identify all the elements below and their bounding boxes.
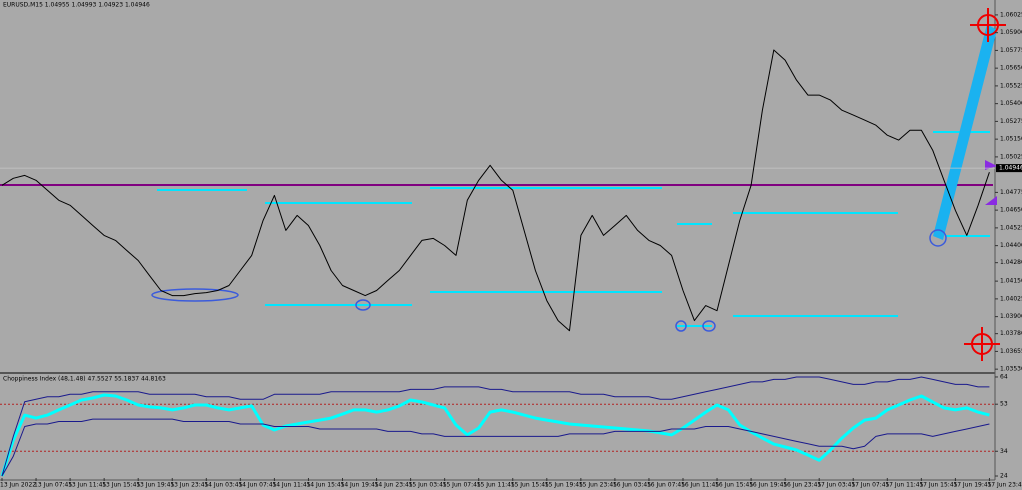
- indicator-title: Choppiness Index (48,1.48) 47.5527 55.18…: [3, 376, 166, 383]
- x-tick-label: 17 Jun 03:45: [817, 482, 855, 489]
- x-tick-label: 17 Jun 15:45: [919, 482, 957, 489]
- y-tick-label: 1.04025: [1000, 295, 1022, 302]
- x-tick-label: 17 Jun 11:45: [885, 482, 923, 489]
- series-line: [0, 393, 990, 477]
- x-tick-label: 16 Jun 19:45: [749, 482, 787, 489]
- y-tick-label: 1.05275: [1000, 118, 1022, 125]
- drawings: [0, 24, 997, 327]
- x-tick-label: 15 Jun 07:45: [443, 482, 481, 489]
- x-tick-label: 13 Jun 07:45: [34, 482, 72, 489]
- y-tick-label: 1.05525: [1000, 82, 1022, 89]
- ellipse: [929, 229, 947, 247]
- y-tick-label: 1.05775: [1000, 47, 1022, 54]
- arrow: [933, 24, 997, 240]
- targets: [964, 8, 1006, 361]
- y-tick-label: 1.04280: [1000, 259, 1022, 266]
- x-tick-label: 16 Jun 11:45: [681, 482, 719, 489]
- x-tick-label: 14 Jun 07:45: [238, 482, 276, 489]
- series-line: [1, 376, 990, 477]
- x-tick-label: 17 Jun 07:45: [851, 482, 889, 489]
- y-tick-label: 1.03655: [1000, 348, 1022, 355]
- last-price-label: 1.04946: [999, 165, 1022, 172]
- y-tick-label: 64: [1000, 373, 1008, 380]
- x-tick-label: 16 Jun 07:45: [647, 482, 685, 489]
- x-tick-label: 13 Jun 15:45: [102, 482, 140, 489]
- x-tick-label: 15 Jun 23:45: [579, 482, 617, 489]
- ellipse: [702, 320, 716, 332]
- y-tick-label: 1.03780: [1000, 330, 1022, 337]
- y-tick-label: 1.05150: [1000, 136, 1022, 143]
- chart-title: EURUSD,M15 1.04955 1.04993 1.04923 1.049…: [3, 2, 150, 9]
- x-tick-label: 14 Jun 19:45: [341, 482, 379, 489]
- circles: [151, 229, 947, 332]
- x-tick-label: 14 Jun 03:45: [204, 482, 242, 489]
- y-tick-label: 1.05900: [1000, 29, 1022, 36]
- x-tick-label: 14 Jun 11:45: [272, 482, 310, 489]
- x-tick-label: 15 Jun 03:45: [409, 482, 447, 489]
- x-tick-label: 13 Jun 2022: [0, 482, 36, 489]
- x-tick-label: 14 Jun 23:45: [375, 482, 413, 489]
- x-tick-label: 15 Jun 15:45: [511, 482, 549, 489]
- x-tick-label: 17 Jun 19:45: [953, 482, 991, 489]
- x-tick-label: 14 Jun 15:45: [306, 482, 344, 489]
- marker: [985, 196, 997, 205]
- series-line: [1, 49, 990, 332]
- x-tick-label: 16 Jun 23:45: [783, 482, 821, 489]
- y-tick-label: 1.05025: [1000, 153, 1022, 160]
- x-tick-label: 15 Jun 19:45: [545, 482, 583, 489]
- marker: [985, 160, 997, 170]
- y-tick-label: 1.06025: [1000, 11, 1022, 18]
- y-tick-label: 1.04525: [1000, 224, 1022, 231]
- x-tick-label: 13 Jun 19:45: [136, 482, 174, 489]
- y-tick-label: 53: [1000, 401, 1008, 408]
- y-tick-label: 1.04775: [1000, 189, 1022, 196]
- x-tick-label: 17 Jun 23:45: [987, 482, 1022, 489]
- y-tick-label: 1.03900: [1000, 313, 1022, 320]
- y-tick-label: 1.04150: [1000, 278, 1022, 285]
- x-tick-label: 16 Jun 15:45: [715, 482, 753, 489]
- x-tick-label: 13 Jun 23:45: [170, 482, 208, 489]
- last-price-box: [996, 164, 1022, 173]
- x-tick-label: 13 Jun 11:45: [68, 482, 106, 489]
- y-tick-label: 1.04650: [1000, 207, 1022, 214]
- x-tick-label: 15 Jun 11:45: [477, 482, 515, 489]
- ellipse: [151, 288, 239, 302]
- y-tick-label: 1.04400: [1000, 242, 1022, 249]
- ellipse: [675, 320, 687, 332]
- ellipse: [355, 299, 371, 311]
- y-tick-label: 1.05400: [1000, 100, 1022, 107]
- y-tick-label: 1.05650: [1000, 65, 1022, 72]
- panel-separator: [0, 372, 995, 374]
- y-tick-label: 24: [1000, 473, 1008, 480]
- y-tick-label: 1.03530: [1000, 366, 1022, 373]
- y-tick-label: 34: [1000, 448, 1008, 455]
- x-tick-label: 16 Jun 03:45: [613, 482, 651, 489]
- series-line: [1, 418, 990, 477]
